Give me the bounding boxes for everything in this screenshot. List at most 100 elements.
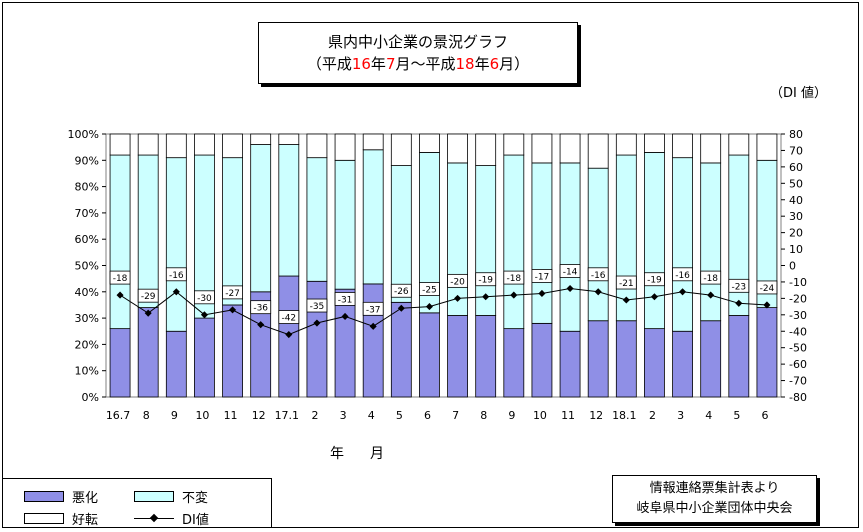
di-marker bbox=[566, 284, 574, 293]
di-label-box bbox=[362, 301, 384, 316]
di-label-box bbox=[250, 300, 272, 315]
di-data-label: -35 bbox=[310, 302, 325, 312]
x-tick-label: 3 bbox=[677, 409, 684, 422]
bar-better bbox=[587, 133, 609, 169]
bar-worse bbox=[756, 307, 778, 398]
di-marker bbox=[313, 319, 321, 327]
bar-better bbox=[419, 133, 440, 153]
right-tick-label: -40 bbox=[789, 325, 807, 338]
bar-same bbox=[250, 144, 272, 293]
x-tick-label: 9 bbox=[508, 409, 515, 422]
right-tick-label: -10 bbox=[789, 276, 807, 289]
legend-label-better: 好転 bbox=[72, 513, 99, 528]
bar-same bbox=[447, 162, 468, 316]
di-data-label: -24 bbox=[760, 284, 775, 294]
bar-worse bbox=[165, 330, 187, 398]
bar-worse bbox=[362, 283, 384, 398]
di-data-label: -37 bbox=[366, 305, 381, 315]
bar-better bbox=[306, 133, 328, 159]
bar-better bbox=[447, 133, 468, 164]
right-axis-unit: （DI 値） bbox=[770, 86, 827, 101]
x-tick-label: 12 bbox=[589, 409, 603, 422]
di-label-box bbox=[615, 275, 637, 290]
right-tick-label: -60 bbox=[789, 358, 807, 371]
right-tick-label: -80 bbox=[789, 391, 807, 404]
right-tick-label: 60 bbox=[789, 161, 803, 174]
bar-better bbox=[222, 133, 243, 159]
bar-worse bbox=[531, 322, 553, 398]
di-marker bbox=[735, 299, 743, 307]
bar-better bbox=[756, 133, 778, 161]
di-label-box bbox=[559, 264, 581, 278]
bar-same bbox=[334, 159, 356, 290]
di-label-box bbox=[700, 270, 722, 285]
di-data-label: -29 bbox=[141, 292, 156, 302]
legend-label-same: 不変 bbox=[182, 491, 209, 506]
right-tick-label: 80 bbox=[789, 128, 803, 141]
bar-same bbox=[672, 157, 693, 332]
x-tick-label: 10 bbox=[195, 409, 209, 422]
di-marker bbox=[482, 293, 490, 301]
di-data-label: -18 bbox=[113, 274, 128, 284]
di-data-label: -14 bbox=[563, 268, 578, 278]
di-marker bbox=[594, 288, 602, 296]
x-tick-label: 18.1 bbox=[612, 409, 637, 422]
di-label-box bbox=[503, 270, 525, 285]
chart-title: 県内中小企業の景況グラフ （平成16年7月～平成18年6月） bbox=[258, 22, 578, 84]
di-data-label: -18 bbox=[703, 274, 718, 284]
x-tick-label: 5 bbox=[396, 409, 403, 422]
bar-better bbox=[278, 133, 300, 145]
di-label-box bbox=[194, 290, 215, 305]
bar-better bbox=[390, 133, 412, 166]
source-note: 情報連絡票集計表より 岐阜県中小企業団体中央会 bbox=[612, 475, 817, 523]
legend-item-worse: 悪化 bbox=[24, 487, 98, 506]
left-tick-label: 40% bbox=[75, 286, 99, 299]
bar-better bbox=[137, 133, 159, 156]
bar-worse bbox=[390, 301, 412, 398]
bar-better bbox=[728, 133, 750, 156]
x-tick-label: 3 bbox=[340, 409, 347, 422]
di-marker bbox=[679, 288, 687, 296]
di-label-box bbox=[531, 269, 553, 283]
bar-better bbox=[194, 133, 215, 156]
bar-same bbox=[559, 162, 581, 332]
legend-swatch-same bbox=[134, 491, 174, 502]
bar-worse bbox=[475, 315, 497, 398]
di-data-label: -20 bbox=[450, 277, 465, 287]
di-marker bbox=[538, 289, 546, 297]
bar-better bbox=[109, 133, 131, 156]
di-data-label: -17 bbox=[535, 272, 550, 282]
di-marker bbox=[144, 309, 152, 317]
di-data-label: -16 bbox=[169, 271, 184, 281]
di-marker bbox=[341, 312, 349, 320]
right-tick-label: 70 bbox=[789, 144, 803, 157]
x-tick-label: 11 bbox=[224, 409, 238, 422]
di-label-box bbox=[587, 267, 609, 282]
source-line2: 岐阜県中小企業団体中央会 bbox=[636, 501, 793, 516]
x-tick-label: 2 bbox=[649, 409, 656, 422]
di-marker bbox=[707, 291, 715, 299]
bar-worse bbox=[419, 312, 440, 398]
di-marker bbox=[285, 331, 293, 339]
bar-worse bbox=[700, 320, 722, 398]
bar-same bbox=[475, 165, 497, 316]
bar-better bbox=[165, 133, 187, 159]
di-label-box bbox=[672, 267, 693, 282]
x-tick-label: 9 bbox=[171, 409, 178, 422]
bar-worse bbox=[644, 328, 665, 398]
di-data-label: -16 bbox=[675, 271, 690, 281]
di-marker bbox=[369, 322, 377, 330]
bar-same bbox=[587, 167, 609, 322]
bar-same bbox=[306, 157, 328, 282]
x-tick-label: 12 bbox=[252, 409, 266, 422]
x-tick-label: 17.1 bbox=[275, 409, 300, 422]
left-tick-label: 10% bbox=[75, 365, 99, 378]
right-tick-label: -50 bbox=[789, 342, 807, 355]
legend-swatch-worse bbox=[24, 491, 64, 502]
di-marker bbox=[116, 291, 124, 299]
source-line1: 情報連絡票集計表より bbox=[649, 481, 780, 496]
di-marker bbox=[257, 321, 265, 329]
bar-better bbox=[559, 133, 581, 164]
di-data-label: -16 bbox=[591, 271, 606, 281]
bar-same bbox=[615, 154, 637, 322]
